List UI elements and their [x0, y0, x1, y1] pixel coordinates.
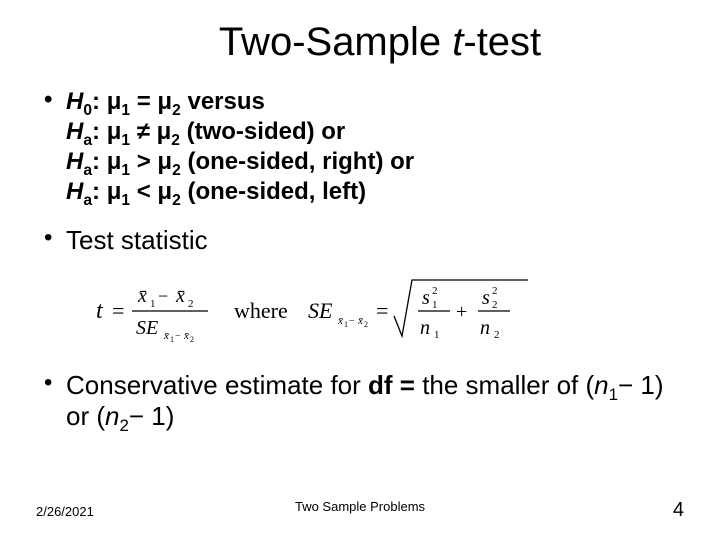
h0-sym: H — [66, 88, 83, 115]
svg-text:s: s — [422, 287, 430, 309]
test-statistic-label: Test statistic — [66, 225, 208, 255]
h0-t1: : μ — [92, 88, 121, 115]
svg-text:+: + — [456, 301, 467, 323]
formula-svg: t = x̄ 1 − x̄ 2 SE x̄ 1 − x̄ 2 where — [96, 274, 636, 348]
hypothesis-h0: H0: μ1 = μ2 versus — [66, 87, 684, 117]
formula-block: t = x̄ 1 − x̄ 2 SE x̄ 1 − x̄ 2 where — [96, 274, 684, 348]
svg-text:x̄: x̄ — [163, 330, 169, 342]
svg-text:1: 1 — [150, 298, 156, 310]
ha3-sym: H — [66, 178, 83, 205]
svg-text:n: n — [480, 317, 490, 339]
slide-title: Two-Sample t-test — [36, 20, 684, 65]
h0-tail: versus — [181, 88, 265, 115]
svg-text:=: = — [112, 298, 124, 323]
ha1-tail: (two-sided) or — [180, 118, 345, 145]
footer-title: Two Sample Problems — [36, 499, 684, 514]
ha3-mid: < μ — [130, 178, 172, 205]
svg-text:x̄: x̄ — [175, 285, 185, 307]
svg-text:SE: SE — [136, 317, 158, 339]
df-n2: n — [105, 401, 119, 431]
df-mid: the smaller of ( — [415, 370, 594, 400]
footer-page: 4 — [673, 499, 684, 522]
svg-text:1: 1 — [432, 299, 438, 311]
df-n1: n — [594, 370, 608, 400]
ha2-mid: > μ — [130, 148, 172, 175]
ha2-t1: : μ — [92, 148, 121, 175]
svg-text:t: t — [96, 298, 104, 324]
ha1-sym: H — [66, 118, 83, 145]
test-statistic-bullet: Test statistic — [36, 225, 684, 256]
ha2-tail: (one-sided, right) or — [181, 148, 414, 175]
ha3-s1: 1 — [121, 192, 130, 209]
df-bullet: Conservative estimate for df = the small… — [36, 370, 684, 432]
svg-text:1: 1 — [344, 320, 348, 329]
hypotheses-bullet: H0: μ1 = μ2 versus Ha: μ1 ≠ μ2 (two-side… — [36, 87, 684, 207]
title-italic: t — [452, 20, 463, 64]
title-post: -test — [463, 20, 541, 64]
hypothesis-ha3: Ha: μ1 < μ2 (one-sided, left) — [66, 177, 684, 207]
ha3-tail: (one-sided, left) — [181, 178, 366, 205]
svg-text:s: s — [482, 287, 490, 309]
df-minus2: − 1) — [129, 401, 175, 431]
svg-text:2: 2 — [492, 299, 498, 311]
svg-text:2: 2 — [492, 285, 498, 297]
df-bold: df = — [368, 370, 415, 400]
svg-text:2: 2 — [494, 329, 500, 341]
svg-text:x̄: x̄ — [337, 315, 343, 327]
hypothesis-ha1: Ha: μ1 ≠ μ2 (two-sided) or — [66, 117, 684, 147]
svg-text:2: 2 — [364, 320, 368, 329]
svg-text:−: − — [175, 331, 181, 342]
svg-text:x̄: x̄ — [183, 330, 189, 342]
svg-text:n: n — [420, 317, 430, 339]
footer-date: 2/26/2021 — [36, 504, 94, 519]
svg-text:2: 2 — [188, 298, 194, 310]
ha1-t1: : μ — [92, 118, 121, 145]
h0-mid: = μ — [130, 88, 172, 115]
slide: Two-Sample t-test H0: μ1 = μ2 versus Ha:… — [0, 0, 720, 540]
svg-text:−: − — [349, 316, 355, 327]
svg-text:x̄: x̄ — [357, 315, 363, 327]
svg-text:1: 1 — [434, 329, 440, 341]
svg-text:x̄: x̄ — [137, 285, 147, 307]
svg-text:2: 2 — [432, 285, 438, 297]
ha1-mid: ≠ μ — [130, 118, 171, 145]
footer: 2/26/2021 Two Sample Problems 4 — [36, 499, 684, 522]
svg-text:where: where — [234, 298, 288, 323]
svg-text:SE: SE — [308, 298, 333, 323]
ha3-s2: 2 — [172, 192, 181, 209]
df-n2sub: 2 — [119, 416, 128, 435]
title-pre: Two-Sample — [219, 20, 452, 64]
hypothesis-ha2: Ha: μ1 > μ2 (one-sided, right) or — [66, 147, 684, 177]
ha3-t1: : μ — [92, 178, 121, 205]
svg-text:1: 1 — [170, 335, 174, 344]
ha3-sub: a — [83, 192, 92, 209]
df-pre: Conservative estimate for — [66, 370, 368, 400]
svg-text:−: − — [158, 286, 168, 306]
svg-text:=: = — [376, 298, 388, 323]
df-n1sub: 1 — [609, 385, 618, 404]
ha2-sym: H — [66, 148, 83, 175]
svg-text:2: 2 — [190, 335, 194, 344]
